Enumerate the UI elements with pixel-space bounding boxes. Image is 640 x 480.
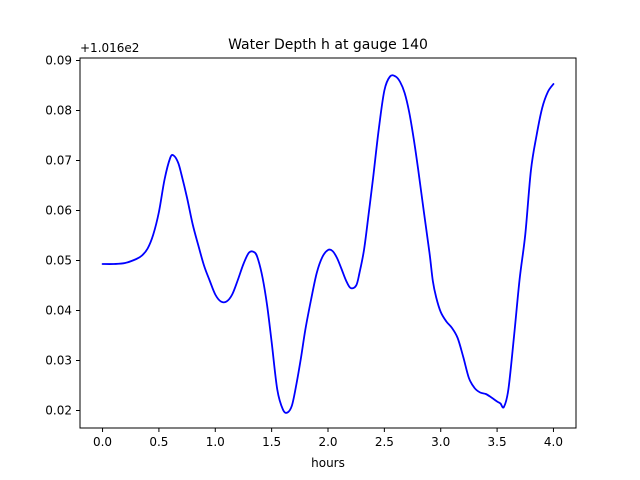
x-axis-label: hours <box>311 456 345 470</box>
y-tick-label: 0.03 <box>45 354 72 368</box>
y-tick-label: 0.07 <box>45 154 72 168</box>
chart-title: Water Depth h at gauge 140 <box>228 37 428 53</box>
x-tick-label: 2.5 <box>375 435 394 449</box>
data-layer <box>101 74 555 414</box>
y-offset-label: +1.016e2 <box>80 41 139 55</box>
y-tick-label: 0.05 <box>45 254 72 268</box>
y-tick-label: 0.04 <box>45 304 72 318</box>
y-tick-label: 0.02 <box>45 404 72 418</box>
x-tick-label: 2.0 <box>318 435 337 449</box>
y-tick-label: 0.08 <box>45 104 72 118</box>
x-tick-label: 1.5 <box>262 435 281 449</box>
y-axis: 0.02 0.03 0.04 0.05 0.06 0.07 0.08 0.09 <box>45 54 80 418</box>
x-tick-label: 3.0 <box>431 435 450 449</box>
x-tick-label: 4.0 <box>544 435 563 449</box>
series-line <box>101 74 555 414</box>
y-tick-label: 0.09 <box>45 54 72 68</box>
plot-background <box>80 58 576 428</box>
x-tick-label: 3.5 <box>488 435 507 449</box>
x-tick-label: 1.0 <box>206 435 225 449</box>
y-tick-label: 0.06 <box>45 204 72 218</box>
x-tick-label: 0.0 <box>93 435 112 449</box>
x-tick-label: 0.5 <box>149 435 168 449</box>
x-axis: 0.0 0.5 1.0 1.5 2.0 2.5 3.0 3.5 4.0 <box>93 428 563 449</box>
